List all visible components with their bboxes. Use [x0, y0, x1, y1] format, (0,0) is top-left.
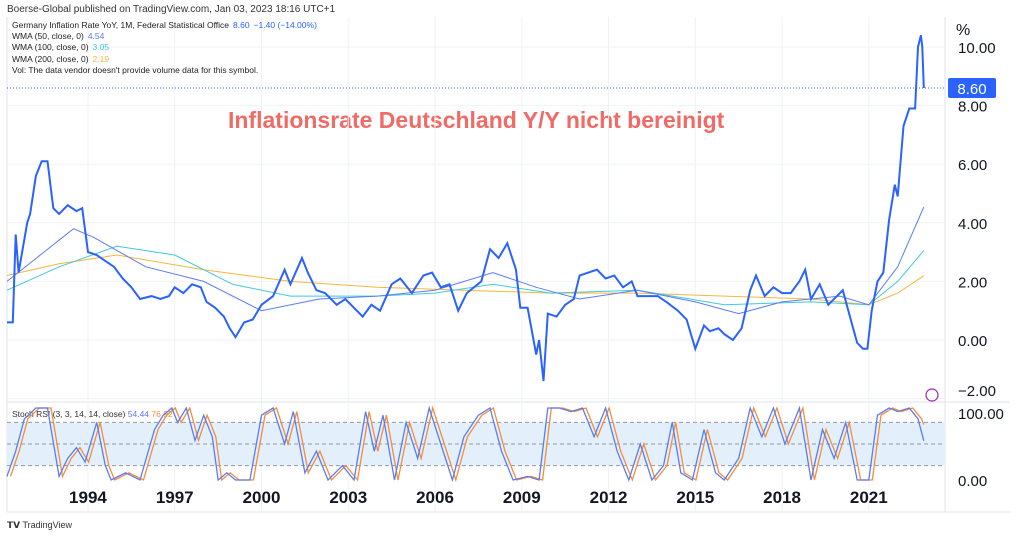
inflation-line: [7, 35, 925, 382]
legend-wma100-label: WMA (100, close, 0): [12, 42, 89, 53]
legend-wma100-value: 3.05: [92, 42, 110, 53]
x-tick-label: 2021: [850, 488, 888, 507]
x-tick-label: 2015: [676, 488, 714, 507]
stoch-k-line: [6, 405, 925, 483]
chart-title: Inflationsrate Deutschland Y/Y nicht ber…: [228, 107, 725, 133]
x-tick-label: 2009: [503, 488, 541, 507]
legend-main[interactable]: Germany Inflation Rate YoY, 1M, Federal …: [12, 20, 317, 31]
legend-wma50[interactable]: WMA (50, close, 0) 4.54: [12, 31, 317, 42]
y-tick-label: 0.00: [958, 333, 987, 350]
stoch-rsi-label: Stoch RSI (3, 3, 14, 14, close): [12, 409, 126, 419]
x-tick-label: 2018: [763, 488, 801, 507]
legend-wma50-value: 4.54: [87, 31, 105, 42]
wma50-line: [6, 206, 925, 315]
stoch-d-value: 76.92: [151, 409, 173, 419]
x-tick-label: 1994: [69, 488, 107, 507]
x-tick-label: 2000: [243, 488, 281, 507]
legend-main-change: −1.40 (−14.00%): [253, 20, 317, 30]
legend-wma200-label: WMA (200, close, 0): [12, 53, 89, 64]
legend: Germany Inflation Rate YoY, 1M, Federal …: [12, 20, 317, 76]
published-by: Boerse-Global published on TradingView.c…: [7, 4, 336, 15]
y-tick-label: 10.00: [958, 40, 996, 57]
legend-wma50-label: WMA (50, close, 0): [12, 31, 84, 42]
y-tick-label: 6.00: [958, 157, 987, 174]
wma100-line: [6, 245, 925, 306]
y-tick-label: 4.00: [958, 216, 987, 233]
legend-wma200[interactable]: WMA (200, close, 0) 2.19: [12, 54, 317, 65]
x-tick-label: 2003: [329, 488, 367, 507]
legend-volume-note: Vol: The data vendor doesn't provide vol…: [12, 64, 259, 75]
last-price-label: 8.60: [957, 81, 986, 98]
tradingview-logo-text: TradingView: [22, 520, 72, 530]
last-price-badge: [948, 78, 996, 99]
legend-wma100[interactable]: WMA (100, close, 0) 3.05: [12, 42, 317, 53]
stoch-y-tick: 0.00: [958, 473, 987, 490]
y-tick-label: 2.00: [958, 274, 987, 291]
legend-main-label: Germany Inflation Rate YoY, 1M, Federal …: [12, 20, 230, 30]
y-tick-label: 8.00: [958, 99, 987, 116]
stoch-k-value: 54.44: [127, 409, 150, 419]
stoch-y-tick: 100.00: [958, 406, 1004, 423]
x-tick-label: 2006: [416, 488, 454, 507]
stoch-rsi-legend[interactable]: Stoch RSI (3, 3, 14, 14, close) 54.44 76…: [12, 409, 173, 419]
y-unit-label: %: [956, 22, 970, 39]
legend-main-value: 8.60: [233, 20, 250, 30]
lightning-icon: [925, 388, 939, 402]
x-tick-label: 1997: [156, 488, 194, 507]
legend-wma200-value: 2.19: [92, 53, 110, 64]
tradingview-logo: 𝗧𝗩 TradingView: [7, 520, 72, 530]
x-tick-label: 2012: [590, 488, 628, 507]
y-tick-label: −2.00: [958, 383, 996, 400]
